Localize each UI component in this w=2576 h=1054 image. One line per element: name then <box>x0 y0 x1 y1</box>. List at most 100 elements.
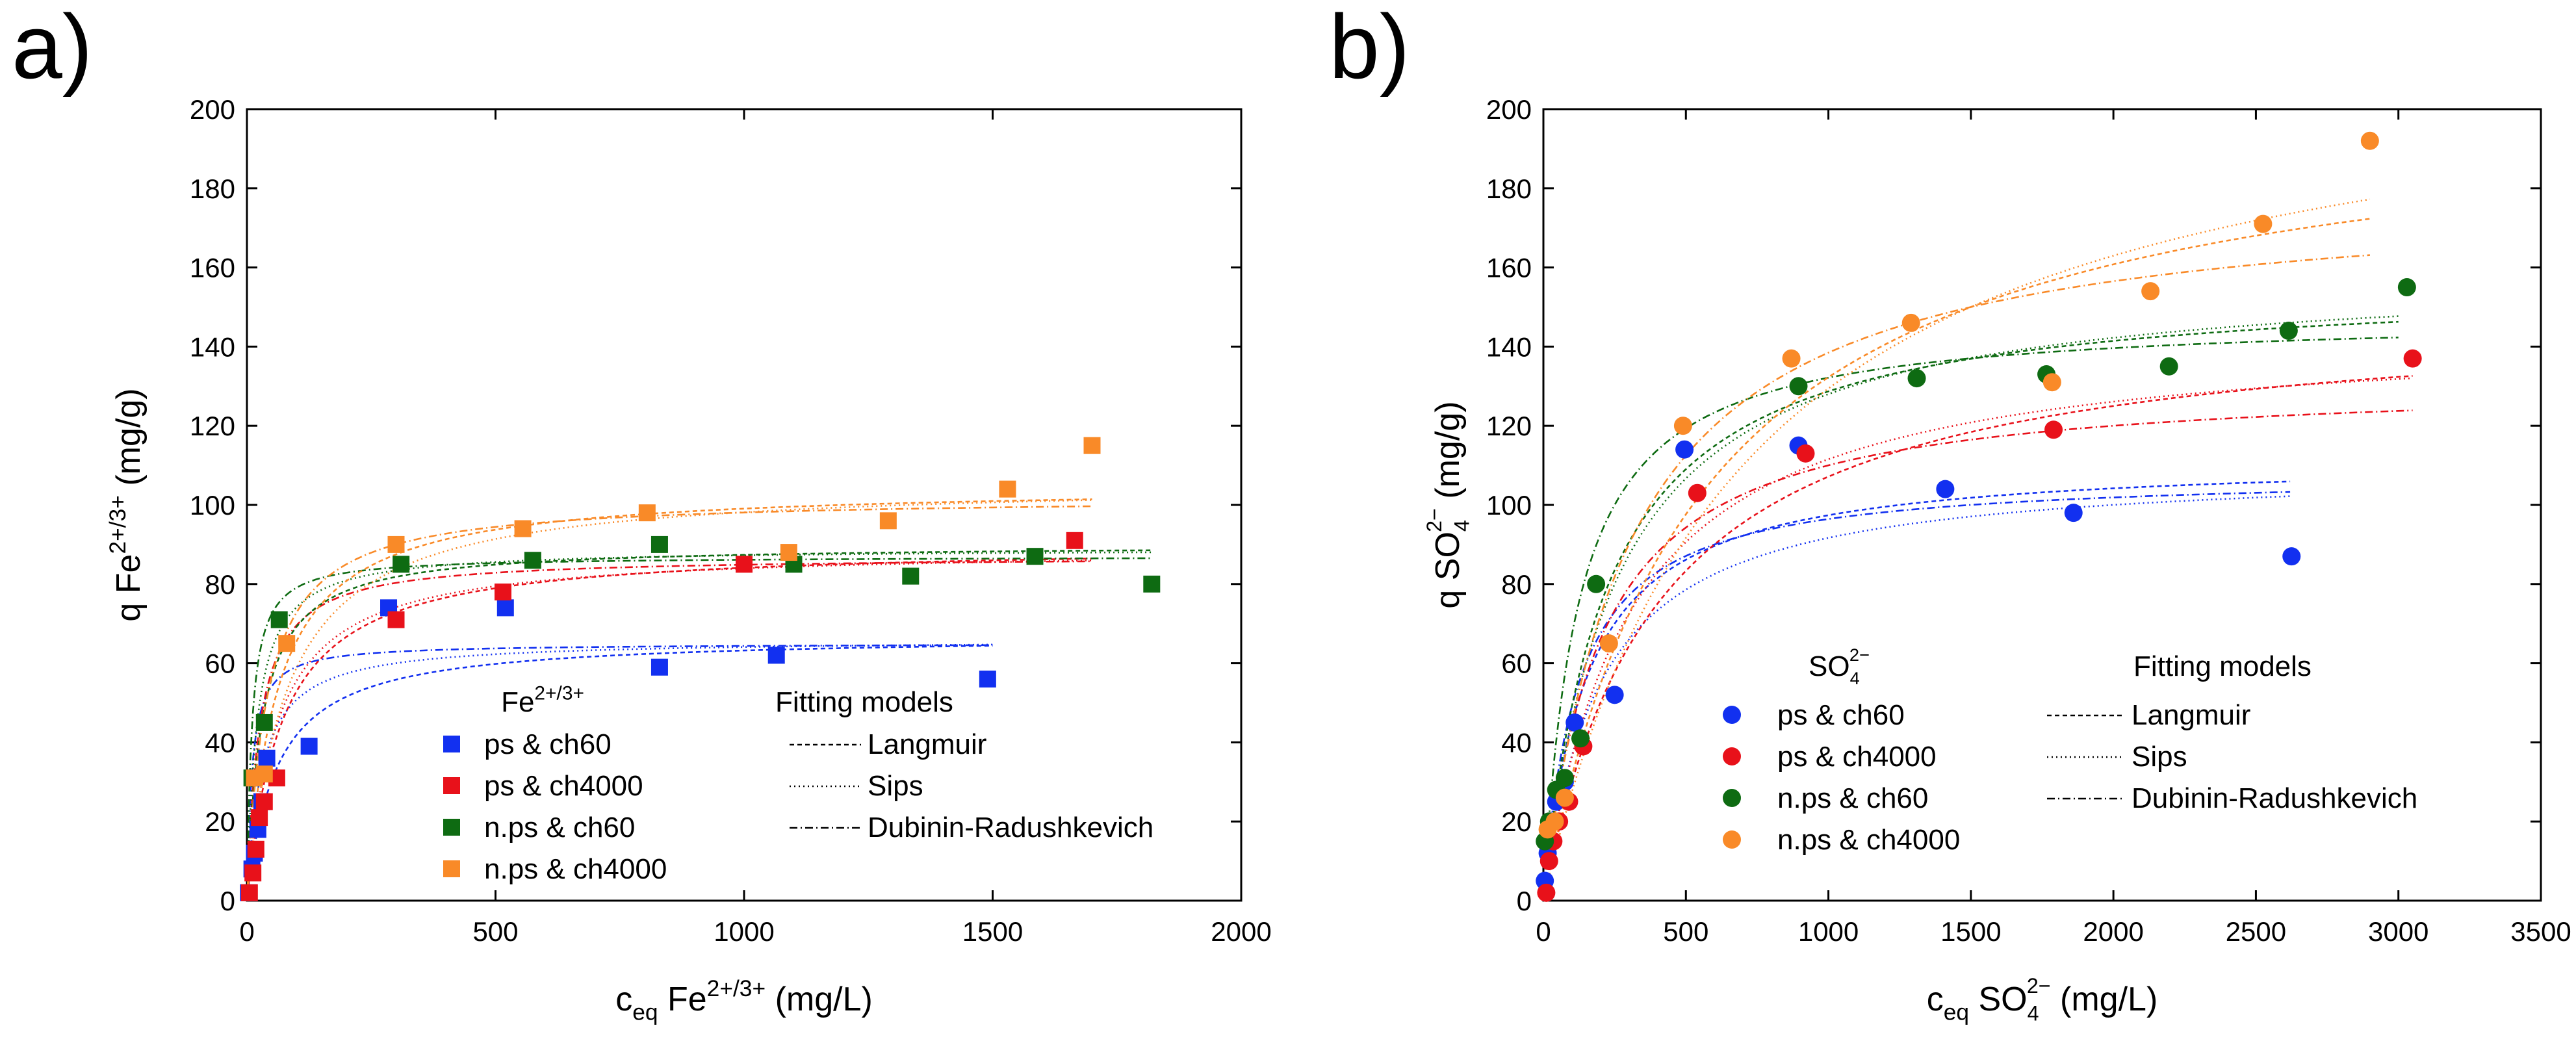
label-suffix: (mg/g) <box>110 388 148 495</box>
legend-title: SO4 2− <box>1809 645 1870 688</box>
y-tick-label: 20 <box>1501 806 1532 837</box>
x-axis-title: ceq Fe2+/3+ (mg/L) <box>615 976 873 1025</box>
label-sup: 2+/3+ <box>105 495 131 554</box>
label-sub: 4 <box>1450 520 1474 532</box>
data-point <box>1555 788 1574 807</box>
data-point <box>879 512 897 530</box>
legend-entry: n.ps & ch60 <box>484 812 635 843</box>
data-point <box>2064 504 2083 522</box>
data-point <box>1545 812 1564 831</box>
legend-entry: ps & ch60 <box>1777 699 1905 731</box>
data-point <box>902 567 920 585</box>
data-point <box>387 611 405 628</box>
label-suffix: (mg/L) <box>766 981 873 1018</box>
data-point <box>1539 852 1558 871</box>
fit-curves <box>1543 198 2413 901</box>
label-body: Fe <box>658 981 707 1018</box>
legend-marker <box>443 860 460 877</box>
data-point <box>1673 417 1692 435</box>
data-point <box>1143 575 1161 593</box>
label-sup: 2− <box>2027 974 2051 997</box>
y-tick-label: 200 <box>1486 94 1532 125</box>
langmuir-fit-curve <box>1543 375 2413 901</box>
y-tick-label: 180 <box>1486 174 1532 204</box>
y-tick-label: 40 <box>205 727 235 758</box>
fitting-model-label: Sips <box>868 770 923 802</box>
data-point <box>1083 437 1101 454</box>
data-point <box>2403 349 2422 368</box>
langmuir-fit-curve <box>247 558 1092 901</box>
sips-fit-curve <box>247 559 1092 901</box>
data-point <box>1066 532 1083 549</box>
label-prefix: c <box>1927 981 1944 1018</box>
x-tick-label: 3000 <box>2368 916 2428 947</box>
dubinin-radushkevich-fit-curve <box>1543 409 2413 901</box>
label-sup: 2+/3+ <box>707 976 766 1001</box>
data-point <box>2141 282 2160 301</box>
data-point <box>2042 373 2061 392</box>
y-tick-label: 160 <box>190 253 235 283</box>
data-point <box>255 793 273 810</box>
chart-panel-a: a) 0 500 1000 1500 2000 0 20 40 60 80 100 120 140 160 1… <box>12 0 1272 1025</box>
legend-marker <box>443 777 460 794</box>
langmuir-fit-curve <box>1543 218 2371 901</box>
data-point <box>270 611 288 628</box>
y-axis-title: q Fe2+/3+ (mg/g) <box>105 388 148 621</box>
data-point <box>524 552 541 569</box>
data-point <box>1907 369 1926 388</box>
legend-marker <box>443 736 460 752</box>
x-tick-label: 0 <box>1536 916 1551 947</box>
data-point <box>638 504 656 522</box>
data-point <box>514 520 532 537</box>
label-sup: 2− <box>1423 508 1446 532</box>
y-tick-label: 20 <box>205 806 235 837</box>
sips-fit-curve <box>247 643 993 901</box>
fitting-models-title: Fitting models <box>775 686 953 718</box>
legend-entry: n.ps & ch4000 <box>1777 824 1960 856</box>
sips-fit-curve <box>1543 377 2413 901</box>
label-sup: 2+/3+ <box>534 683 584 704</box>
y-tick-label: 60 <box>205 649 235 679</box>
legend-entry: n.ps & ch60 <box>1777 782 1928 814</box>
legend-entry: ps & ch4000 <box>484 770 643 802</box>
x-tick-label: 0 <box>239 916 254 947</box>
x-tick-label: 2000 <box>2083 916 2143 947</box>
dubinin-radushkevich-fit-curve <box>1543 254 2370 901</box>
data-point <box>387 535 405 553</box>
label-prefix: q Fe <box>110 554 148 622</box>
data-point <box>736 556 753 573</box>
legend-title: Fe2+/3+ <box>501 683 584 718</box>
data-point <box>2397 278 2416 297</box>
data-point <box>1555 769 1574 788</box>
label-sub: eq <box>1944 1000 1969 1025</box>
data-point <box>2360 131 2379 150</box>
data-point <box>1565 713 1584 732</box>
x-tick-label: 500 <box>1663 916 1708 947</box>
y-tick-label: 180 <box>190 174 235 204</box>
label-prefix: c <box>615 981 632 1018</box>
y-tick-label: 200 <box>190 94 235 125</box>
y-tick-label: 120 <box>1486 411 1532 441</box>
sips-fit-curve <box>247 551 1152 901</box>
label-prefix: q SO <box>1429 532 1467 609</box>
x-tick-label: 2000 <box>1211 916 1271 947</box>
dubinin-radushkevich-fit-curve <box>1543 337 2399 901</box>
data-point <box>2279 322 2298 341</box>
fitting-model-label: Dubinin-Radushkevich <box>2132 782 2417 814</box>
chart-panel-b: b) 0 500 1000 1500 2000 2500 3000 3500 0 20 40 60 80 1… <box>1329 0 2571 1025</box>
y-tick-label: 100 <box>1486 490 1532 521</box>
data-point <box>1675 440 1694 459</box>
y-tick-label: 0 <box>220 886 235 916</box>
label-body: Fe <box>501 686 534 718</box>
data-point <box>1599 634 1618 653</box>
y-tick-label: 100 <box>190 490 235 521</box>
panel-label: b) <box>1329 0 1410 97</box>
y-tick-label: 0 <box>1517 886 1532 916</box>
data-point <box>780 544 797 561</box>
legend-marker <box>1723 789 1741 807</box>
label-sub: 4 <box>2028 1002 2039 1025</box>
fitting-model-label: Langmuir <box>868 728 986 760</box>
data-point <box>1782 349 1801 368</box>
data-point <box>247 840 264 858</box>
